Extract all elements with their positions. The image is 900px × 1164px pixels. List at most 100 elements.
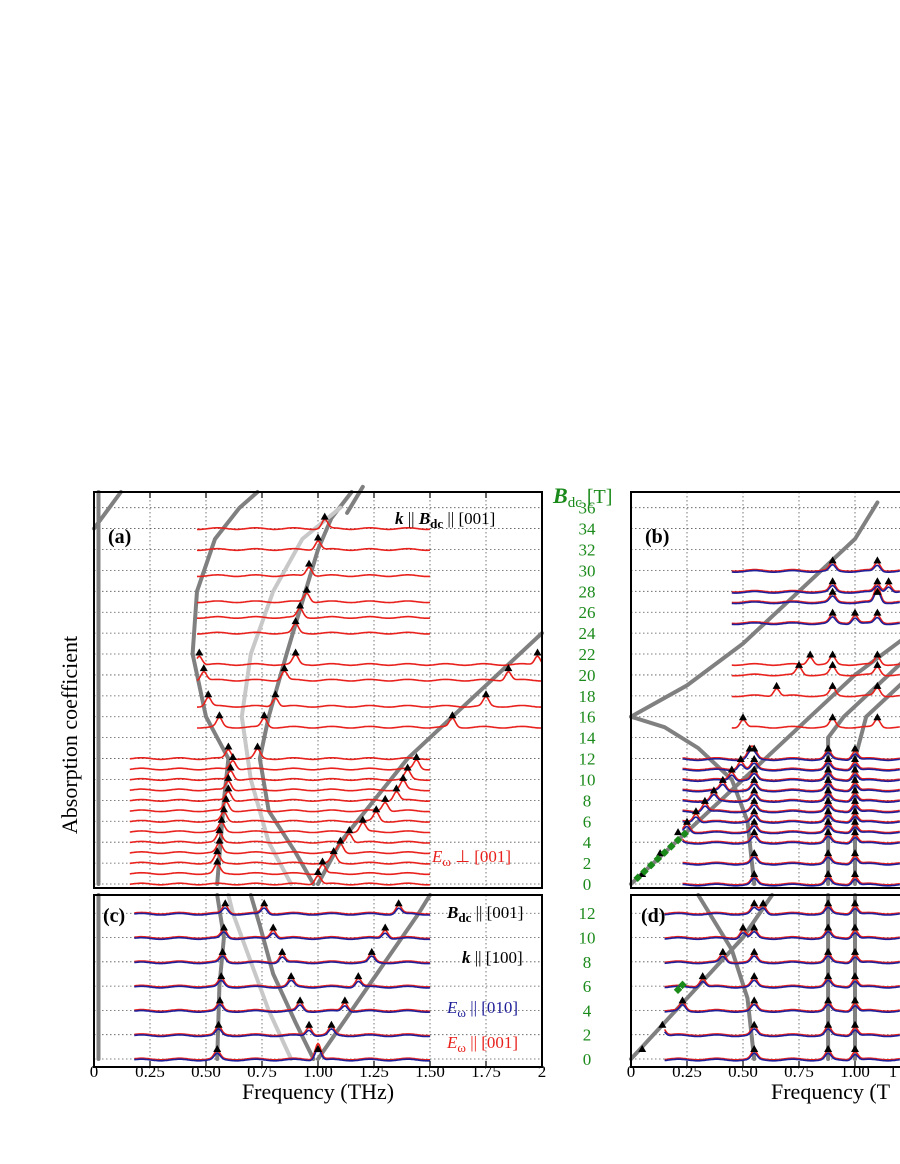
spectrum-b-blue — [682, 793, 900, 803]
marker-b — [750, 775, 759, 783]
bdc-tick-label-bottom: 6 — [583, 977, 592, 996]
spectrum-b-blue — [731, 563, 900, 573]
marker-b — [873, 681, 882, 689]
marker-b — [873, 556, 882, 564]
marker-d — [851, 1020, 859, 1028]
spectrum-b-red — [682, 759, 900, 771]
marker-b — [884, 577, 893, 585]
spectrum-b-blue — [682, 783, 900, 793]
x-tick-label-right: 0.25 — [672, 1062, 702, 1081]
marker-b — [750, 849, 759, 857]
spectrum-c-blue — [134, 955, 431, 965]
spectrum-b-blue — [682, 762, 900, 772]
x-tick-label-right: 0 — [627, 1062, 636, 1081]
spectra — [129, 518, 900, 1062]
bdc-tick-label-bottom: 10 — [579, 929, 596, 948]
marker-d — [851, 947, 859, 955]
spectrum-b-red — [682, 780, 900, 792]
annot-B: B — [418, 509, 430, 528]
marker-b — [873, 587, 882, 595]
marker-a — [271, 690, 280, 698]
marker-a — [224, 742, 233, 750]
marker-c — [305, 1020, 314, 1028]
spectrum-d-blue — [664, 930, 900, 941]
marker-c — [221, 899, 230, 907]
marker-green-b — [633, 873, 642, 882]
marker-d — [824, 1020, 833, 1028]
marker-green-b — [680, 829, 690, 839]
bdc-tick-label-top: 0 — [583, 875, 592, 894]
marker-b — [851, 775, 859, 783]
bdc-tick-label-top: 22 — [579, 645, 596, 664]
panel-label-b: (b) — [645, 526, 669, 548]
x-tick-label-right: 0.75 — [784, 1062, 814, 1081]
spectrum-a-red — [197, 607, 431, 619]
marker-a — [199, 664, 208, 672]
marker-a — [215, 711, 224, 719]
spectrum-a-red — [129, 810, 430, 823]
x-tick-label-left: 0.25 — [135, 1062, 165, 1081]
bdc-tick-label-top: 8 — [583, 791, 592, 810]
spectrum-b-red — [682, 790, 900, 802]
marker-b — [691, 807, 700, 815]
bdc-axis-title: Bdc [T] — [552, 483, 612, 511]
marker-d — [851, 923, 859, 931]
spectrum-b-blue — [731, 589, 900, 605]
annotation-c-bdc: Bdc || [001] — [446, 903, 523, 925]
theory-curve-a — [345, 484, 365, 515]
marker-c — [213, 1045, 222, 1052]
marker-green-d — [678, 980, 687, 990]
marker-b — [750, 870, 759, 877]
spectrum-b-red — [731, 612, 900, 625]
x-tick-label-left: 0 — [90, 1062, 99, 1081]
marker-a — [314, 868, 322, 875]
annotation-e-perp-001: Eω ⊥ [001] — [431, 847, 511, 869]
spectrum-b-red — [681, 832, 900, 844]
spectrum-a-red — [129, 821, 431, 834]
marker-b — [750, 807, 759, 815]
spectrum-b-blue — [682, 856, 900, 866]
marker-b — [851, 744, 859, 752]
marker-b — [750, 786, 759, 794]
spectrum-d-red — [664, 1000, 900, 1012]
marker-b — [824, 744, 833, 752]
marker-c — [219, 923, 228, 931]
theory-curve-b — [629, 500, 880, 719]
bdc-tick-label-top: 12 — [579, 750, 596, 769]
spectrum-b-blue — [682, 772, 900, 783]
spectrum-b-blue — [682, 814, 900, 824]
spectrum-b-red — [731, 584, 900, 604]
annot-perp-dir: ⊥ [001] — [451, 847, 511, 866]
marker-b — [828, 660, 837, 668]
spectrum-d-red — [664, 1049, 900, 1061]
spectrum-b-blue — [731, 616, 900, 626]
spectrum-b-blue — [682, 804, 900, 814]
marker-b — [824, 870, 833, 877]
marker-a — [217, 815, 226, 823]
panel-label-a: (a) — [108, 526, 131, 548]
marker-b — [851, 849, 859, 857]
spectrum-b-red — [682, 745, 900, 761]
marker-a — [314, 533, 322, 541]
marker-b — [873, 577, 882, 585]
spectrum-c-blue — [134, 931, 431, 941]
spectrum-b-red — [682, 874, 900, 886]
spectrum-a-red — [197, 695, 542, 708]
marker-b — [745, 744, 754, 752]
marker-a — [291, 617, 300, 625]
annot-dir: || [001] — [443, 509, 495, 528]
bdc-tick-label-bottom: 2 — [583, 1026, 592, 1045]
marker-d — [851, 899, 859, 907]
marker-d — [718, 947, 727, 955]
marker-a — [345, 826, 354, 834]
marker-b — [727, 765, 736, 773]
spectrum-d-blue — [664, 955, 900, 965]
marker-a — [392, 784, 401, 792]
marker-b — [851, 817, 859, 825]
marker-a — [372, 805, 381, 813]
x-axis-title-right: Frequency (T — [771, 1079, 891, 1104]
spectrum-b-red — [731, 560, 900, 572]
marker-c — [314, 1045, 322, 1052]
marker-b — [806, 650, 815, 658]
